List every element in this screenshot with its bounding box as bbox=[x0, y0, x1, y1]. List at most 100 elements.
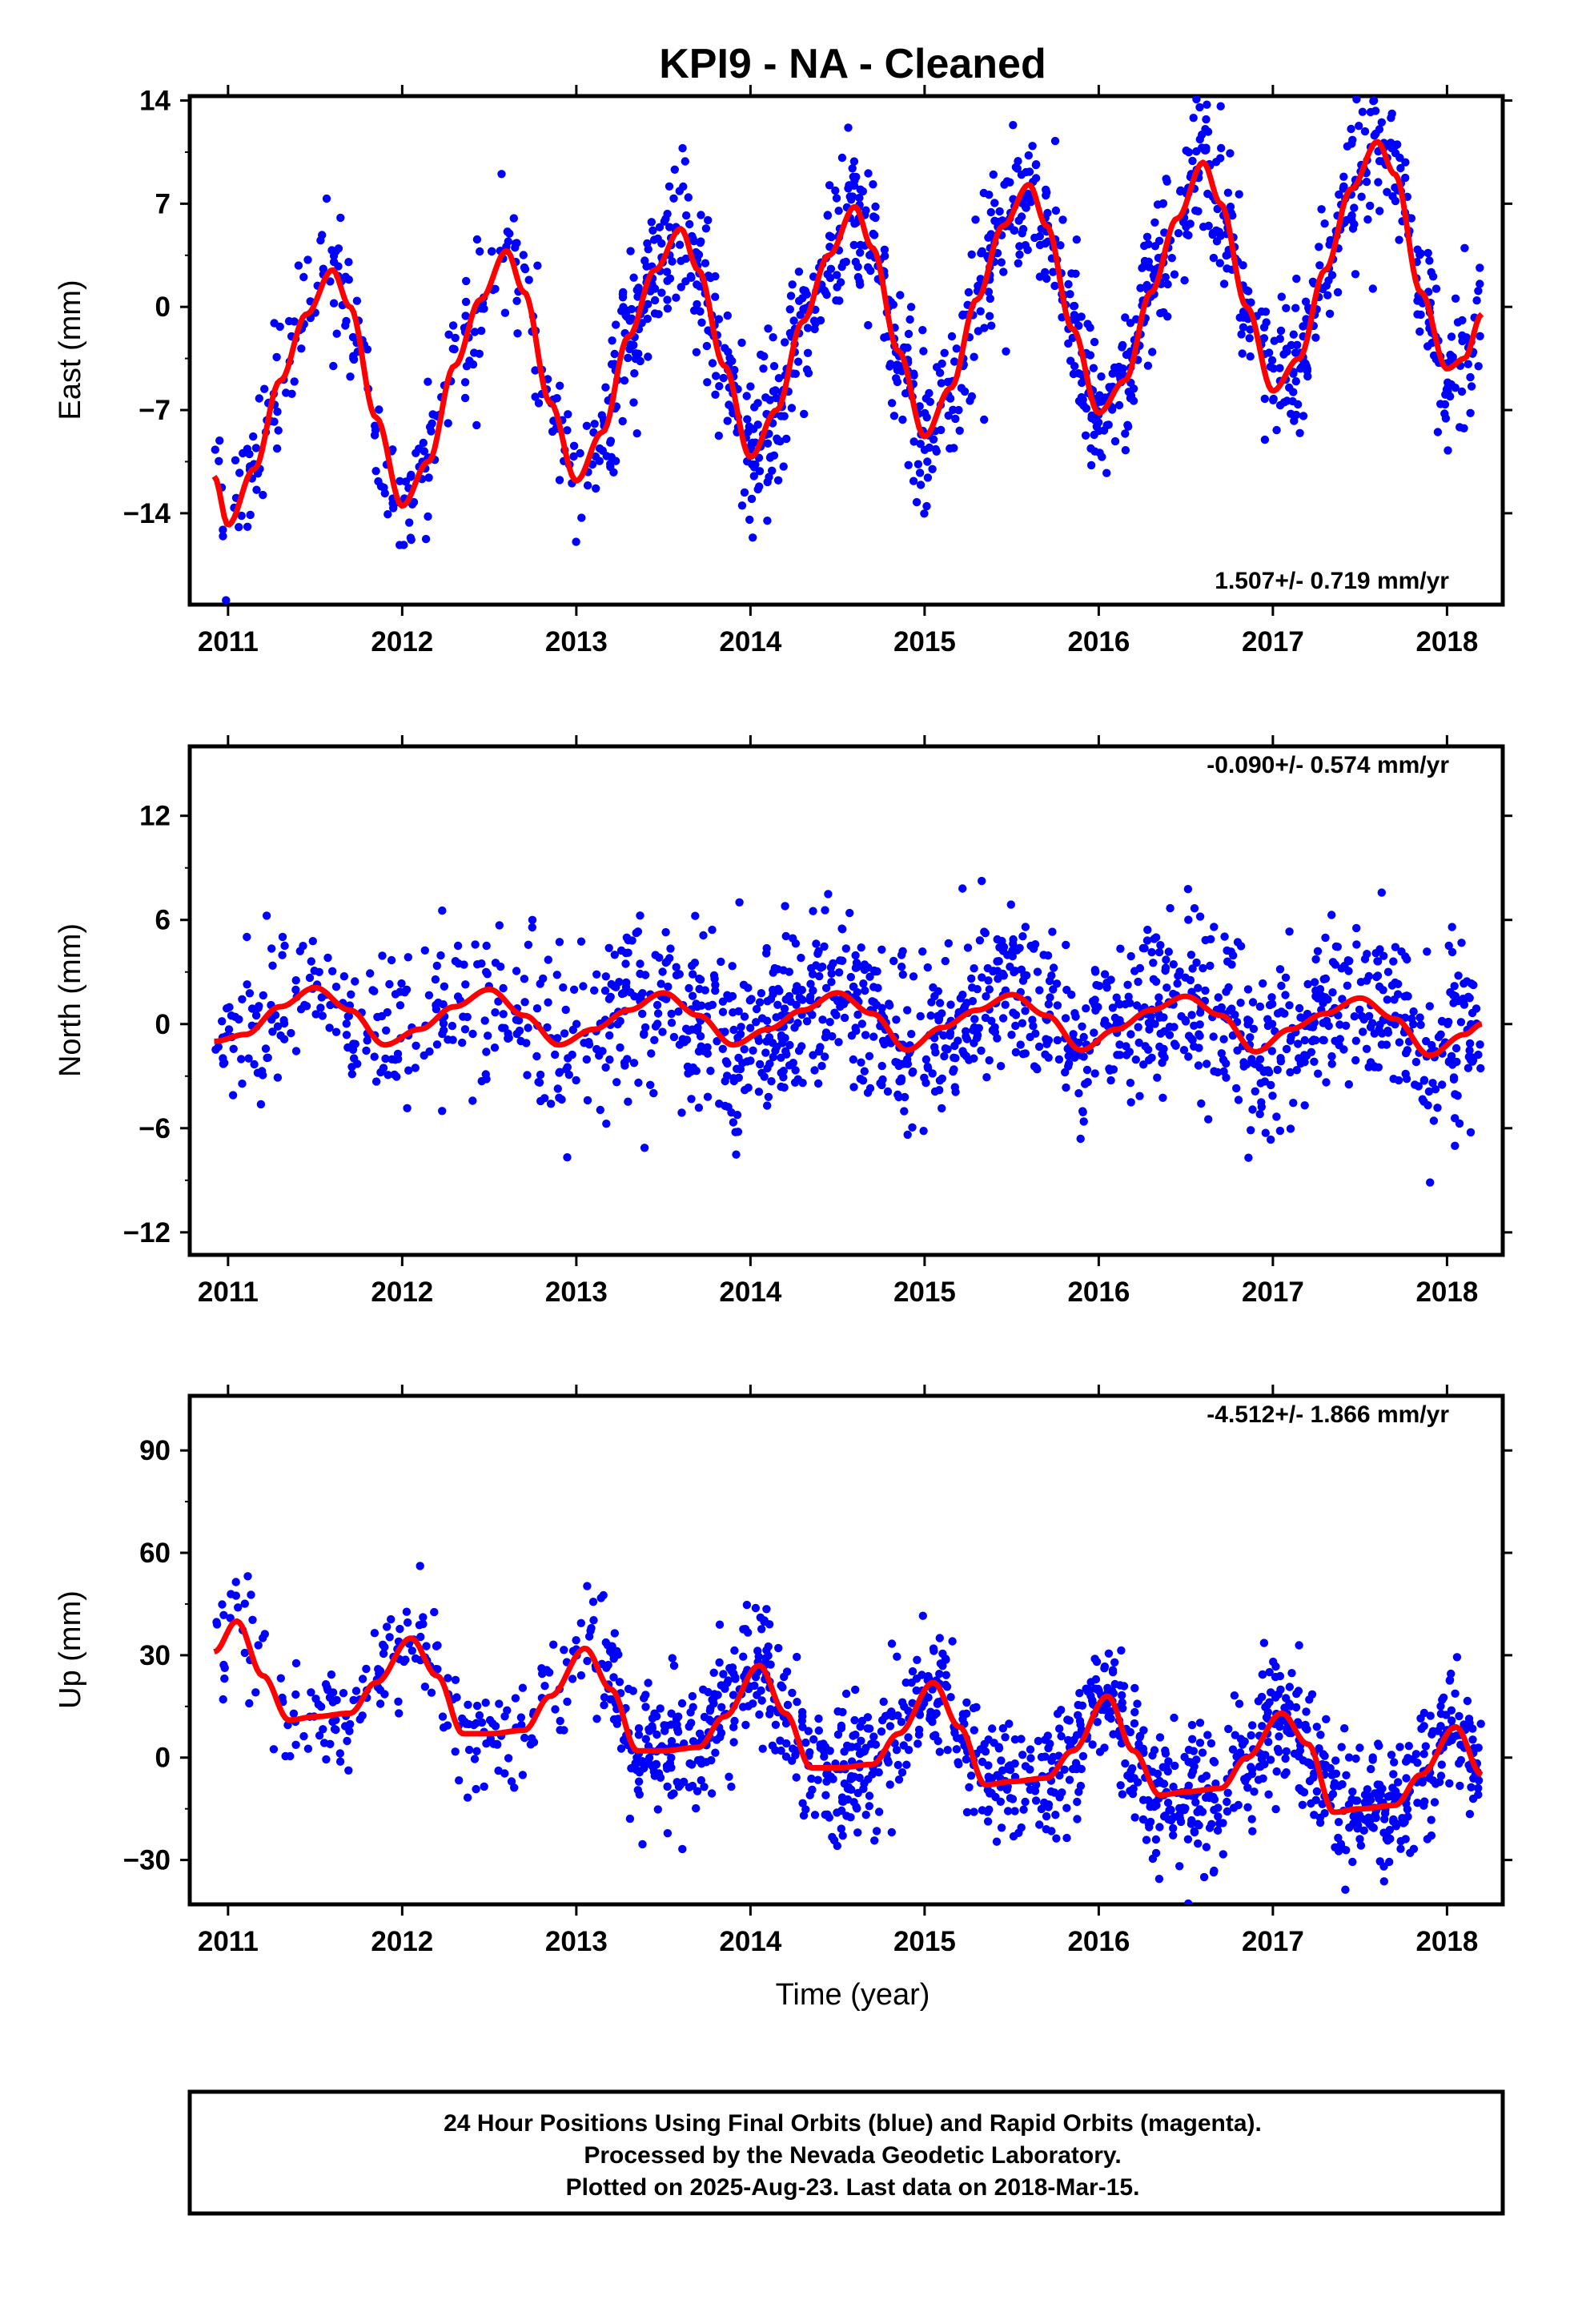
up-observation-point bbox=[319, 1725, 327, 1734]
east-observation-point bbox=[1024, 151, 1034, 160]
north-observation-point bbox=[849, 982, 858, 991]
up-observation-point bbox=[1312, 1723, 1322, 1731]
north-observation-point bbox=[1243, 985, 1253, 994]
up-observation-point bbox=[1338, 1779, 1347, 1789]
east-observation-point bbox=[837, 153, 847, 163]
north-observation-point bbox=[227, 1011, 236, 1020]
up-observation-point bbox=[687, 1719, 696, 1727]
north-observation-point bbox=[877, 1061, 886, 1071]
north-observation-point bbox=[918, 947, 927, 956]
up-observation-point bbox=[234, 1603, 243, 1612]
north-observation-point bbox=[1090, 966, 1100, 975]
north-observation-point bbox=[828, 1031, 837, 1041]
up-observation-point bbox=[556, 1716, 564, 1726]
east-observation-point bbox=[1416, 249, 1425, 258]
east-observation-point bbox=[1272, 425, 1281, 435]
up-observation-point bbox=[1062, 1833, 1071, 1843]
up-plot-frame bbox=[187, 1393, 1505, 1907]
north-observation-point bbox=[636, 911, 644, 920]
east-observation-point bbox=[1002, 177, 1012, 186]
up-observation-point bbox=[1086, 1678, 1095, 1687]
up-x-tick-label: 2014 bbox=[719, 1926, 781, 1957]
north-observation-point bbox=[963, 943, 973, 952]
north-observation-point bbox=[1372, 972, 1381, 982]
east-observation-point bbox=[997, 258, 1006, 267]
north-observation-point bbox=[1126, 1030, 1135, 1039]
east-observation-point bbox=[1223, 264, 1231, 273]
east-observation-point bbox=[1476, 263, 1484, 272]
north-observation-point bbox=[605, 1031, 614, 1040]
up-observation-point bbox=[730, 1646, 739, 1655]
east-observation-point bbox=[1429, 351, 1439, 360]
up-observation-point bbox=[500, 1769, 509, 1778]
north-observation-point bbox=[1383, 995, 1392, 1004]
north-observation-point bbox=[1255, 1002, 1265, 1011]
up-observation-point bbox=[1310, 1811, 1319, 1819]
north-observation-point bbox=[718, 1044, 727, 1054]
north-observation-point bbox=[920, 1073, 929, 1083]
north-observation-point bbox=[973, 985, 982, 994]
up-x-tick-label: 2011 bbox=[198, 1926, 259, 1957]
east-observation-point bbox=[893, 377, 902, 387]
north-observation-point bbox=[960, 1002, 970, 1011]
north-y-tick-label: −12 bbox=[123, 1217, 171, 1248]
up-observation-point bbox=[774, 1643, 783, 1653]
north-observation-point bbox=[1276, 1054, 1285, 1063]
north-observation-point bbox=[1472, 1004, 1481, 1013]
north-observation-point bbox=[729, 1008, 737, 1017]
up-observation-point bbox=[289, 1709, 299, 1718]
up-observation-point bbox=[1042, 1825, 1051, 1834]
east-observation-point bbox=[655, 223, 665, 231]
north-observation-point bbox=[729, 1118, 738, 1127]
north-observation-point bbox=[908, 1123, 917, 1132]
up-observation-point bbox=[291, 1659, 301, 1668]
up-observation-point bbox=[1243, 1803, 1252, 1811]
up-observation-point bbox=[1058, 1788, 1066, 1797]
up-observation-point bbox=[500, 1712, 509, 1721]
north-observation-point bbox=[563, 1063, 572, 1072]
up-observation-point bbox=[926, 1711, 935, 1720]
up-observation-point bbox=[335, 1757, 345, 1766]
east-observation-point bbox=[1282, 304, 1291, 312]
east-observation-point bbox=[1176, 187, 1185, 196]
north-observation-point bbox=[1079, 1052, 1088, 1061]
up-observation-point bbox=[1421, 1742, 1431, 1751]
north-observation-point bbox=[1447, 947, 1457, 957]
up-observation-point bbox=[1128, 1764, 1137, 1773]
up-observation-point bbox=[321, 1680, 331, 1689]
north-observation-point bbox=[1327, 911, 1336, 919]
up-observation-point bbox=[902, 1760, 911, 1769]
up-observation-point bbox=[1169, 1783, 1178, 1791]
up-observation-point bbox=[1009, 1831, 1018, 1841]
up-observation-point bbox=[248, 1615, 257, 1625]
up-observation-point bbox=[1126, 1772, 1135, 1782]
east-observation-point bbox=[951, 414, 960, 424]
north-observation-point bbox=[733, 1064, 741, 1073]
east-observation-point bbox=[1466, 408, 1475, 417]
east-observation-point bbox=[215, 456, 223, 465]
north-observation-point bbox=[809, 986, 817, 995]
east-observation-point bbox=[1216, 102, 1225, 111]
north-observation-point bbox=[318, 1011, 327, 1020]
east-observation-point bbox=[1373, 78, 1381, 86]
east-observation-point bbox=[444, 330, 453, 339]
north-observation-point bbox=[745, 996, 754, 1005]
north-observation-point bbox=[733, 1111, 742, 1120]
up-observation-point bbox=[516, 1713, 526, 1722]
east-observation-point bbox=[1446, 392, 1455, 401]
up-observation-point bbox=[870, 1836, 879, 1845]
east-observation-point bbox=[1123, 420, 1132, 429]
up-observation-point bbox=[1344, 1753, 1354, 1762]
east-observation-point bbox=[1170, 270, 1179, 279]
north-observation-point bbox=[1296, 1059, 1305, 1068]
north-observation-point bbox=[259, 1071, 267, 1080]
north-observation-point bbox=[1143, 925, 1152, 935]
east-observation-point bbox=[1276, 326, 1286, 336]
up-observation-point bbox=[1395, 1743, 1404, 1751]
up-observation-point bbox=[1215, 1819, 1224, 1828]
east-observation-point bbox=[1042, 191, 1050, 200]
up-observation-point bbox=[1223, 1788, 1232, 1797]
north-observation-point bbox=[623, 1055, 632, 1063]
north-observation-point bbox=[816, 1043, 825, 1051]
up-x-tick-label: 2018 bbox=[1415, 1926, 1478, 1957]
